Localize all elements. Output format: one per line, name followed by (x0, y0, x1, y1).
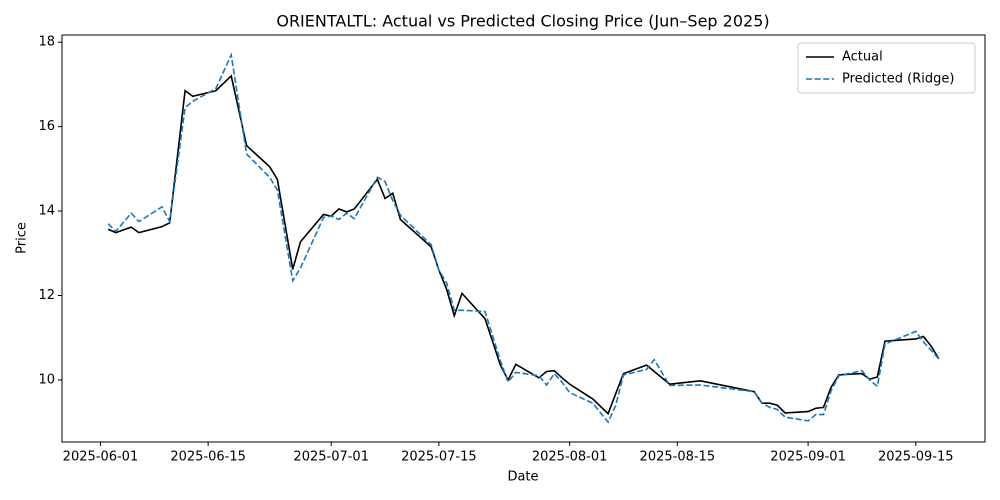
x-tick-label: 2025-08-01 (532, 450, 608, 465)
series-line (107, 74, 940, 416)
x-axis-label: Date (507, 470, 538, 485)
chart-title: ORIENTALTL: Actual vs Predicted Closing … (276, 12, 769, 31)
x-tick-label: 2025-09-15 (878, 450, 954, 465)
y-tick-label: 12 (38, 288, 55, 303)
x-tick-label: 2025-06-01 (63, 450, 139, 465)
legend-box (797, 42, 976, 94)
y-tick-label: 18 (38, 35, 55, 50)
x-tick-label: 2025-07-15 (401, 450, 477, 465)
y-tick-label: 14 (38, 204, 55, 219)
series-line (107, 52, 940, 424)
x-tick-label: 2025-07-01 (293, 450, 369, 465)
x-tick-label: 2025-06-15 (170, 450, 246, 465)
y-tick-label: 16 (38, 119, 55, 134)
legend-label: Predicted (Ridge) (842, 72, 954, 87)
x-tick-label: 2025-09-01 (770, 450, 846, 465)
plot-frame (61, 34, 986, 443)
y-axis-label: Price (15, 222, 30, 254)
x-tick-label: 2025-08-15 (640, 450, 716, 465)
legend-label: Actual (842, 50, 883, 65)
y-tick-label: 10 (38, 372, 55, 387)
